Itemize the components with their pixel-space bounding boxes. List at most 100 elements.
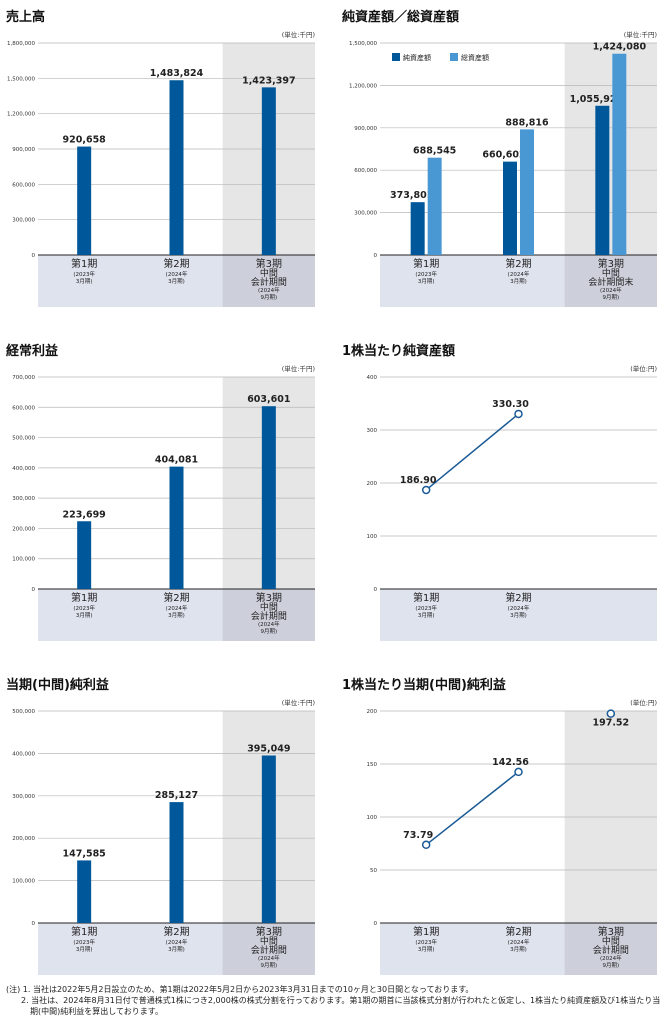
category-sublabel: 9月期) bbox=[261, 628, 278, 635]
category-sublabel: 3月期) bbox=[418, 946, 435, 953]
category-sublabel: (2024年 bbox=[508, 604, 530, 612]
category-sublabel: 3月期) bbox=[418, 278, 435, 285]
category-label: 第3期 bbox=[598, 257, 624, 270]
y-tick-label: 600,000 bbox=[12, 405, 35, 411]
y-tick-label: 200,000 bbox=[12, 836, 35, 842]
unit-label: (単位:円) bbox=[630, 364, 657, 373]
unit-label: (単位:千円) bbox=[282, 364, 315, 373]
data-point bbox=[421, 485, 431, 495]
data-label: 688,545 bbox=[413, 146, 456, 157]
interim-band-shade bbox=[222, 589, 315, 641]
category-sublabel: 中間 bbox=[260, 601, 278, 613]
y-tick-label: 150 bbox=[367, 762, 378, 768]
category-label: 第3期 bbox=[256, 257, 282, 270]
data-point bbox=[514, 767, 523, 777]
y-tick-label: 700,000 bbox=[12, 375, 35, 381]
category-sublabel: (2024年 bbox=[508, 938, 530, 946]
category-sublabel: (2023年 bbox=[73, 270, 95, 278]
bar bbox=[520, 129, 534, 255]
category-label: 第2期 bbox=[163, 257, 189, 270]
y-tick-label: 600,000 bbox=[354, 168, 377, 174]
category-sublabel: 中間 bbox=[602, 935, 620, 947]
y-tick-label: 300,000 bbox=[354, 211, 377, 217]
legend-swatch bbox=[392, 53, 400, 61]
y-tick-label: 200 bbox=[367, 709, 378, 715]
chart-panel: 1株当たり当期(中間)純利益 (単位:円) 0 50 100 150 200 第1期(2023… bbox=[342, 677, 657, 975]
category-label: 第3期 bbox=[598, 925, 624, 938]
data-label: 920,658 bbox=[63, 135, 107, 146]
bar bbox=[77, 146, 92, 255]
series-line bbox=[425, 413, 519, 491]
category-sublabel: 中間 bbox=[260, 267, 278, 279]
category-label: 第1期 bbox=[413, 591, 439, 604]
unit-label: (単位:円) bbox=[630, 698, 657, 707]
y-tick-label: 1,500,000 bbox=[7, 76, 35, 82]
category-sublabel: (2023年 bbox=[415, 938, 437, 946]
category-sublabel: 中間 bbox=[260, 935, 278, 947]
category-sublabel: 3月期) bbox=[168, 612, 185, 619]
data-point bbox=[421, 840, 431, 850]
y-tick-label: 0 bbox=[32, 921, 36, 927]
category-sublabel: 3月期) bbox=[510, 946, 527, 953]
legend-label: 総資産額 bbox=[461, 53, 489, 62]
bar bbox=[77, 860, 92, 923]
category-label: 第1期 bbox=[71, 925, 97, 938]
data-point bbox=[514, 409, 523, 419]
category-band bbox=[380, 589, 657, 641]
y-tick-label: 200,000 bbox=[12, 526, 35, 532]
data-label: 223,699 bbox=[63, 509, 106, 520]
category-sublabel: 3月期) bbox=[76, 278, 93, 285]
category-sublabel: 会計期間 bbox=[251, 276, 287, 288]
y-tick-label: 300 bbox=[367, 428, 378, 434]
unit-label: (単位:千円) bbox=[624, 30, 657, 39]
y-tick-label: 50 bbox=[370, 868, 377, 874]
y-tick-label: 0 bbox=[374, 253, 378, 259]
interim-band-shade bbox=[564, 255, 657, 307]
category-sublabel: 会計期間 bbox=[251, 944, 287, 956]
data-label: 147,585 bbox=[63, 848, 106, 859]
category-label: 第1期 bbox=[71, 257, 97, 270]
category-sublabel: (2024年 bbox=[258, 286, 280, 294]
data-label: 1,423,397 bbox=[242, 75, 296, 86]
category-sublabel: 9月期) bbox=[603, 962, 620, 969]
bar bbox=[169, 80, 184, 255]
category-sublabel: 3月期) bbox=[510, 278, 527, 285]
category-sublabel: (2023年 bbox=[415, 604, 437, 612]
category-sublabel: 会計期間 bbox=[251, 610, 287, 622]
category-label: 第1期 bbox=[71, 591, 97, 604]
category-sublabel: 3月期) bbox=[510, 612, 527, 619]
interim-band-shade bbox=[564, 923, 657, 975]
chart-panel: 1株当たり純資産額(単位:円)0100200300400第1期(2023年3月期… bbox=[342, 343, 657, 641]
category-sublabel: (2024年 bbox=[258, 620, 280, 628]
y-tick-label: 0 bbox=[32, 587, 36, 593]
charts-canvas: 売上高 (単位:千円) 0 300,000 600,000 900,000 1,200,00… bbox=[6, 9, 657, 975]
y-tick-label: 400,000 bbox=[12, 466, 35, 472]
category-sublabel: (2024年 bbox=[166, 604, 188, 612]
footnote-1: (注) 1. 当社は2022年5月2日設立のため、第1期は2022年5月2日から… bbox=[6, 985, 474, 994]
y-tick-label: 0 bbox=[374, 921, 378, 927]
data-label: 404,081 bbox=[155, 455, 198, 466]
chart-title: 1株当たり当期(中間)純利益 bbox=[342, 677, 506, 693]
category-sublabel: (2024年 bbox=[258, 954, 280, 962]
bar bbox=[261, 755, 276, 923]
bar bbox=[612, 53, 627, 255]
category-label: 第1期 bbox=[413, 925, 439, 938]
y-tick-label: 300,000 bbox=[12, 496, 35, 502]
interim-band-shade bbox=[222, 255, 315, 307]
category-label: 第2期 bbox=[163, 925, 189, 938]
category-sublabel: (2023年 bbox=[73, 938, 95, 946]
y-tick-label: 100 bbox=[367, 534, 378, 540]
legend-swatch bbox=[450, 53, 458, 61]
category-sublabel: (2024年 bbox=[600, 954, 622, 962]
chart-panel: 売上高 (単位:千円) 0 300,000 600,000 900,000 1,200,00… bbox=[6, 9, 315, 307]
bar bbox=[169, 466, 184, 589]
category-sublabel: (2024年 bbox=[600, 286, 622, 294]
category-sublabel: (2023年 bbox=[415, 270, 437, 278]
category-sublabel: 3月期) bbox=[76, 612, 93, 619]
y-tick-label: 1,500,000 bbox=[349, 41, 377, 47]
category-sublabel: 3月期) bbox=[76, 946, 93, 953]
category-sublabel: 9月期) bbox=[261, 294, 278, 301]
bar bbox=[427, 157, 442, 255]
category-sublabel: 9月期) bbox=[261, 962, 278, 969]
